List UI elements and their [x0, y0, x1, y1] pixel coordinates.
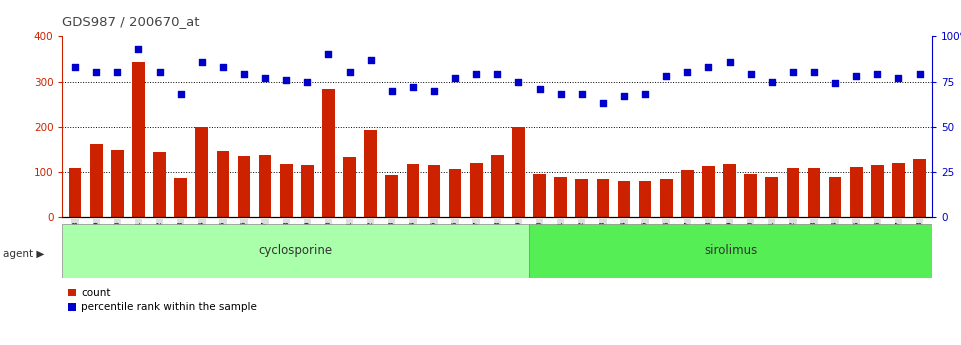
Bar — [554, 177, 567, 217]
Point — [406, 84, 421, 90]
Point — [384, 88, 400, 93]
Bar — [892, 163, 904, 217]
Point — [152, 70, 167, 75]
Point — [88, 70, 104, 75]
Point — [342, 70, 357, 75]
Point — [67, 64, 83, 70]
Point — [764, 79, 779, 84]
Bar — [132, 62, 145, 217]
Point — [363, 57, 379, 62]
Bar — [407, 164, 419, 217]
Bar — [69, 168, 82, 217]
Bar — [530, 224, 932, 278]
Point — [490, 71, 505, 77]
Bar — [850, 167, 863, 217]
Point — [258, 75, 273, 81]
Bar — [174, 178, 187, 217]
Bar — [913, 159, 925, 217]
Point — [785, 70, 801, 75]
Text: sirolimus: sirolimus — [704, 245, 757, 257]
Point — [531, 86, 547, 91]
Point — [743, 71, 758, 77]
Bar — [660, 179, 673, 217]
Bar — [90, 144, 103, 217]
Point — [469, 71, 484, 77]
Bar — [322, 89, 334, 217]
Point — [553, 91, 568, 97]
Text: agent ▶: agent ▶ — [3, 249, 44, 258]
Bar — [491, 155, 504, 217]
Point — [510, 79, 526, 84]
Point — [236, 71, 252, 77]
Bar — [597, 179, 609, 217]
Bar — [62, 224, 530, 278]
Point — [679, 70, 695, 75]
Bar — [259, 155, 271, 217]
Bar — [237, 156, 250, 217]
Bar — [871, 165, 883, 217]
Point — [637, 91, 653, 97]
Bar — [428, 165, 440, 217]
Bar — [343, 157, 356, 217]
Point — [300, 79, 315, 84]
Point — [279, 77, 294, 82]
Bar — [618, 181, 630, 217]
Bar — [576, 179, 588, 217]
Point — [194, 59, 209, 64]
Point — [427, 88, 442, 93]
Point — [806, 70, 822, 75]
Bar — [828, 177, 842, 217]
Point — [110, 70, 125, 75]
Bar — [533, 174, 546, 217]
Point — [131, 46, 146, 52]
Point — [616, 93, 631, 99]
Bar — [153, 152, 166, 217]
Point — [849, 73, 864, 79]
Point — [870, 71, 885, 77]
Bar — [807, 168, 821, 217]
Bar — [786, 168, 800, 217]
Point — [574, 91, 589, 97]
Bar — [745, 174, 757, 217]
Point — [173, 91, 188, 97]
Bar — [280, 164, 292, 217]
Bar — [364, 130, 377, 217]
Bar — [681, 170, 694, 217]
Bar — [216, 151, 230, 217]
Point — [912, 71, 927, 77]
Point — [827, 80, 843, 86]
Bar — [470, 162, 482, 217]
Point — [701, 64, 716, 70]
Point — [595, 100, 610, 106]
Point — [321, 51, 336, 57]
Bar — [639, 181, 652, 217]
Point — [658, 73, 674, 79]
Legend: count, percentile rank within the sample: count, percentile rank within the sample — [67, 288, 258, 312]
Point — [891, 75, 906, 81]
Point — [722, 59, 737, 64]
Bar — [449, 169, 461, 217]
Bar — [765, 177, 778, 217]
Point — [448, 75, 463, 81]
Bar — [724, 164, 736, 217]
Text: GDS987 / 200670_at: GDS987 / 200670_at — [62, 16, 200, 29]
Bar — [702, 166, 715, 217]
Bar — [301, 165, 313, 217]
Bar — [385, 175, 398, 217]
Bar — [195, 127, 209, 217]
Bar — [512, 127, 525, 217]
Point — [215, 64, 231, 70]
Text: cyclosporine: cyclosporine — [259, 245, 333, 257]
Bar — [111, 150, 124, 217]
